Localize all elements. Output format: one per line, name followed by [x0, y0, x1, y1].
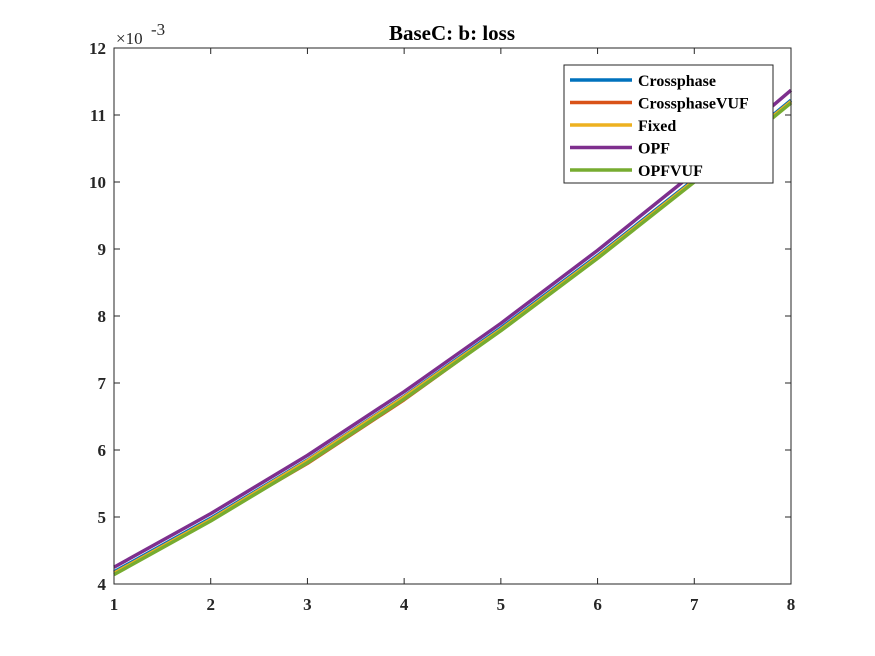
- y-tick-label: 9: [98, 240, 107, 259]
- series-lines: [113, 88, 793, 577]
- series-line-opfvuf: [113, 101, 793, 577]
- y-tick-label: 5: [98, 508, 107, 527]
- x-tick-label: 5: [497, 595, 506, 614]
- chart-title: BaseC: b: loss: [389, 21, 515, 45]
- legend-entry: OPFVUF: [638, 163, 703, 180]
- legend: Crossphase CrossphaseVUF Fixed OPF OPFVUF: [563, 64, 774, 184]
- x-tick-label: 2: [206, 595, 215, 614]
- y-multiplier-exponent: -3: [151, 20, 165, 39]
- x-axis: 1 2 3 4 5 6 7 8: [110, 48, 796, 614]
- y-tick-label: 4: [98, 575, 107, 594]
- y-tick-label: 11: [90, 106, 106, 125]
- legend-entry: Fixed: [638, 118, 676, 135]
- legend-entry: OPF: [638, 141, 670, 158]
- y-tick-label: 12: [89, 39, 106, 58]
- y-multiplier: ×10 -3: [116, 20, 165, 48]
- y-multiplier-base: ×10: [116, 29, 143, 48]
- x-tick-label: 4: [400, 595, 409, 614]
- x-tick-label: 3: [303, 595, 312, 614]
- y-tick-label: 6: [98, 441, 107, 460]
- series-line-opf: [113, 88, 793, 569]
- legend-entry: Crossphase: [638, 73, 716, 90]
- x-tick-label: 6: [593, 595, 602, 614]
- y-tick-label: 8: [98, 307, 107, 326]
- x-tick-label: 8: [787, 595, 796, 614]
- x-tick-label: 7: [690, 595, 699, 614]
- y-tick-label: 10: [89, 173, 106, 192]
- y-tick-label: 7: [98, 374, 107, 393]
- legend-entry: CrossphaseVUF: [638, 96, 749, 113]
- x-tick-label: 1: [110, 595, 119, 614]
- y-axis: 4 5 6 7 8 9 10 11 12: [89, 39, 791, 594]
